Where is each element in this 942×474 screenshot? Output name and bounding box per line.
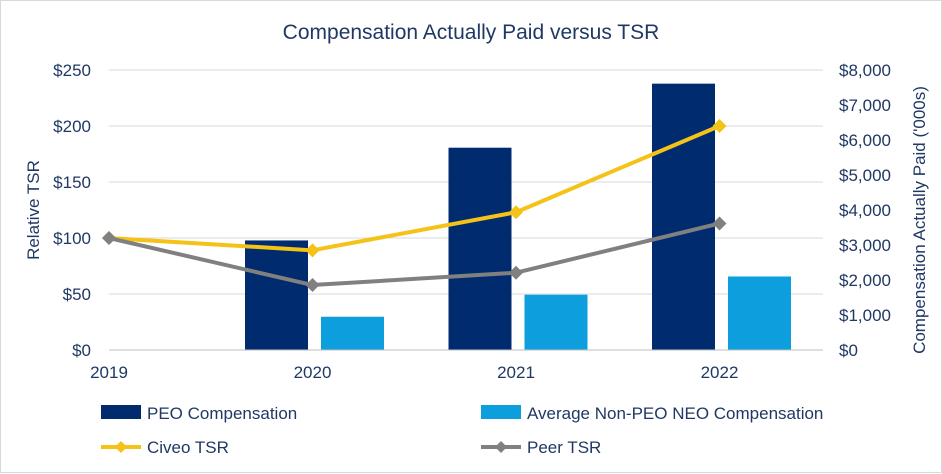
- bar: [245, 240, 308, 350]
- bar: [448, 147, 512, 350]
- legend-marker: [115, 441, 127, 453]
- legend-marker: [495, 441, 507, 453]
- left-tick-label: $100: [53, 229, 91, 248]
- series-line: [108, 124, 721, 253]
- line-series: [102, 119, 727, 293]
- right-tick-label: $5,000: [839, 166, 891, 185]
- right-tick-label: $7,000: [839, 96, 891, 115]
- right-tick-label: $2,000: [839, 271, 891, 290]
- right-tick-label: $1,000: [839, 306, 891, 325]
- right-tick-label: $3,000: [839, 236, 891, 255]
- bar: [652, 83, 715, 351]
- point: [509, 205, 523, 220]
- axes: $0 $50 $100 $150 $200 $250 $0 $1,000 $2,000 $3,00…: [24, 61, 929, 382]
- right-tick-label: $4,000: [839, 201, 891, 220]
- left-tick-label: $50: [63, 285, 91, 304]
- bar: [321, 316, 384, 350]
- left-axis-title: Relative TSR: [24, 160, 43, 260]
- point: [102, 231, 116, 245]
- legend-label: Average Non-PEO NEO Compensation: [527, 404, 823, 423]
- bar-series: [245, 83, 791, 351]
- legend-swatch: [481, 405, 521, 419]
- right-tick-label: $0: [839, 341, 858, 360]
- right-tick-label: $6,000: [839, 131, 891, 150]
- legend-label: Peer TSR: [527, 438, 601, 457]
- legend-label: Civeo TSR: [147, 438, 229, 457]
- point: [305, 243, 320, 258]
- x-tick-label: 2020: [294, 363, 332, 382]
- x-tick-label: 2021: [497, 363, 535, 382]
- bar: [524, 294, 588, 350]
- point: [305, 278, 320, 293]
- right-tick-label: $8,000: [839, 61, 891, 80]
- left-tick-label: $200: [53, 117, 91, 136]
- point: [712, 216, 727, 231]
- left-tick-label: $250: [53, 61, 91, 80]
- right-axis-title: Compensation Actually Paid ('000s): [910, 86, 929, 354]
- legend-swatch: [101, 405, 141, 419]
- chart-title: Compensation Actually Paid versus TSR: [283, 21, 660, 44]
- legend-label: PEO Compensation: [147, 404, 297, 423]
- legend: PEO Compensation Average Non-PEO NEO Comp…: [101, 404, 823, 457]
- left-tick-label: $150: [53, 173, 91, 192]
- x-tick-label: 2022: [701, 363, 739, 382]
- bar: [728, 276, 791, 350]
- point: [509, 265, 523, 280]
- left-tick-label: $0: [72, 341, 91, 360]
- x-tick-label: 2019: [90, 363, 128, 382]
- point: [712, 119, 727, 133]
- series-line: [108, 221, 720, 288]
